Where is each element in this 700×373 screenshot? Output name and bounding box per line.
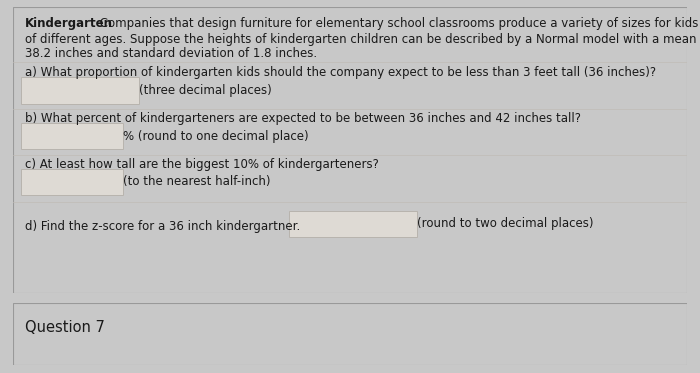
Text: a) What proportion of kindergarten kids should the company expect to be less tha: a) What proportion of kindergarten kids … (25, 66, 656, 79)
Text: % (round to one decimal place): % (round to one decimal place) (122, 130, 308, 142)
Text: c) At least how tall are the biggest 10% of kindergarteners?: c) At least how tall are the biggest 10%… (25, 158, 379, 171)
FancyBboxPatch shape (22, 169, 122, 195)
Text: d) Find the z-score for a 36 inch kindergartner.: d) Find the z-score for a 36 inch kinder… (25, 220, 300, 233)
Text: (to the nearest half-inch): (to the nearest half-inch) (122, 175, 270, 188)
Text: (round to two decimal places): (round to two decimal places) (417, 217, 594, 230)
Text: (three decimal places): (three decimal places) (139, 84, 272, 97)
Text: b) What percent of kindergarteners are expected to be between 36 inches and 42 i: b) What percent of kindergarteners are e… (25, 113, 581, 125)
Text: Companies that design furniture for elementary school classrooms produce a varie: Companies that design furniture for elem… (97, 18, 699, 31)
FancyBboxPatch shape (22, 123, 122, 149)
FancyBboxPatch shape (22, 77, 139, 104)
Text: 38.2 inches and standard deviation of 1.8 inches.: 38.2 inches and standard deviation of 1.… (25, 47, 317, 60)
Text: Question 7: Question 7 (25, 320, 104, 335)
Text: of different ages. Suppose the heights of kindergarten children can be described: of different ages. Suppose the heights o… (25, 32, 700, 46)
Text: Kindergarten: Kindergarten (25, 18, 113, 31)
FancyBboxPatch shape (289, 211, 417, 237)
